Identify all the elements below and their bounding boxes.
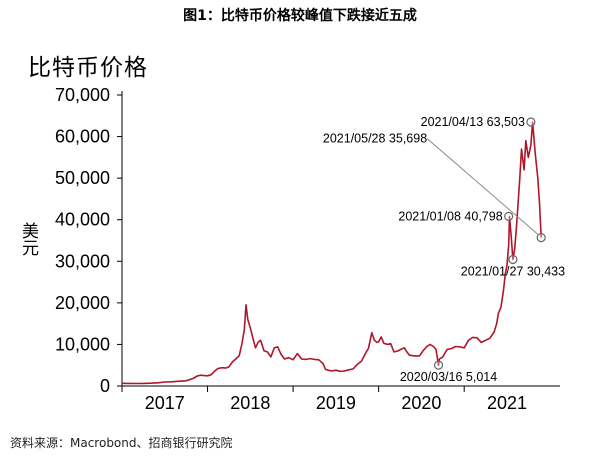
y-tick-label: 40,000: [55, 210, 110, 230]
price-line: [121, 121, 542, 385]
x-tick-label: 2019: [316, 393, 356, 413]
source-note: 资料来源：Macrobond、招商银行研究院: [10, 436, 233, 450]
y-tick-label: 70,000: [55, 85, 110, 105]
annotation-leader: [426, 138, 539, 235]
x-tick-label: 2020: [401, 393, 441, 413]
annotation-marker: [508, 254, 518, 265]
x-tick-label: 2021: [487, 393, 527, 413]
y-tick-label: 0: [100, 376, 110, 396]
y-tick-label: 10,000: [55, 334, 110, 354]
figure-title: 图1：比特币价格较峰值下跌接近五成: [183, 8, 417, 24]
annotation-label: 2021/01/27 30,433: [461, 264, 565, 278]
y-tick-label: 20,000: [55, 293, 110, 313]
y-tick-label: 30,000: [55, 251, 110, 271]
y-axis-label: 美元: [18, 222, 38, 256]
annotation-marker: [526, 117, 536, 127]
annotation-label: 2021/05/28 35,698: [323, 132, 427, 146]
annotation-label: 2020/03/16 5,014: [400, 370, 497, 384]
annotation-marker: [536, 232, 546, 243]
y-tick-label: 60,000: [55, 127, 110, 147]
chart-title: 比特币价格: [28, 55, 148, 81]
annotation-marker: [504, 211, 514, 221]
y-tick-label: 50,000: [55, 168, 110, 188]
x-tick-label: 2018: [230, 393, 270, 413]
annotation-label: 2021/01/08 40,798: [398, 209, 502, 223]
annotation-marker: [433, 360, 444, 370]
annotation-label: 2021/04/13 63,503: [421, 115, 525, 129]
x-tick-label: 2017: [145, 393, 185, 413]
